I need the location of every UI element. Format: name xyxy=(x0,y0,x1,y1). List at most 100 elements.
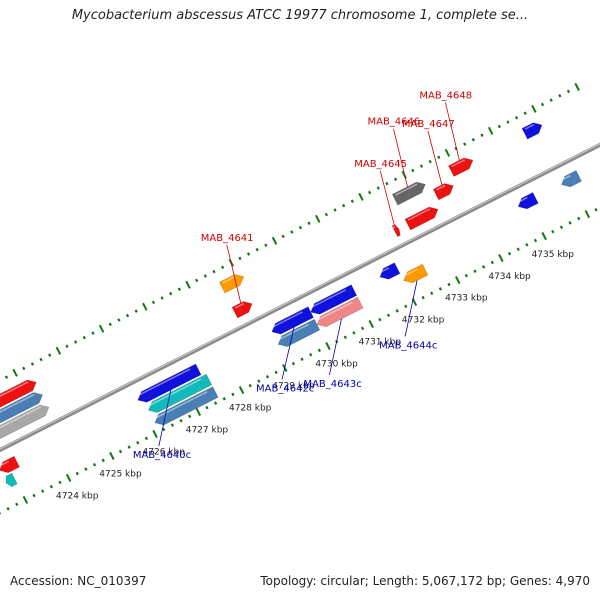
gene-label[interactable]: MAB_4641 xyxy=(201,233,254,244)
gene-label[interactable]: MAB_4647 xyxy=(402,119,455,130)
gene-arrow-highlight xyxy=(436,184,446,191)
gene-feature[interactable] xyxy=(521,122,543,140)
gene-arrow[interactable] xyxy=(561,170,582,188)
gene-mab-4643c[interactable] xyxy=(316,296,364,328)
gene-feature[interactable] xyxy=(404,206,439,231)
minor-tick xyxy=(151,300,156,305)
major-tick xyxy=(315,214,321,223)
minor-tick xyxy=(497,124,501,129)
gene-feature[interactable] xyxy=(0,455,20,474)
gene-arrow[interactable] xyxy=(218,274,245,294)
tick-label: 4728 kbp xyxy=(229,404,272,414)
minor-tick xyxy=(221,265,225,269)
gene-feature[interactable] xyxy=(0,404,50,443)
major-tick xyxy=(271,236,278,245)
gene-arrow[interactable] xyxy=(404,206,439,231)
gene-arrow[interactable] xyxy=(0,404,50,443)
gene-mab-4648[interactable] xyxy=(448,157,474,177)
minor-tick xyxy=(48,353,52,357)
gene-arrow[interactable] xyxy=(448,157,474,177)
gene-feature[interactable] xyxy=(517,192,539,210)
gene-feature[interactable] xyxy=(218,274,245,294)
gene-arrow[interactable] xyxy=(231,301,253,319)
major-tick xyxy=(65,473,72,482)
gene-arrow[interactable] xyxy=(403,263,429,284)
gene-mab-4641[interactable] xyxy=(231,301,253,319)
gene-arrow-highlight xyxy=(407,208,431,221)
minor-tick xyxy=(222,397,226,401)
major-tick xyxy=(142,302,148,311)
gene-arrow[interactable] xyxy=(391,181,426,206)
chromosome-backbone xyxy=(0,142,600,453)
gene-label[interactable]: MAB_4643c xyxy=(303,379,361,390)
gene-arrow[interactable] xyxy=(521,122,543,140)
gene-arrow-highlight xyxy=(395,183,418,196)
minor-tick xyxy=(15,502,19,507)
minor-tick xyxy=(231,392,235,397)
gene-arrow[interactable] xyxy=(0,455,20,474)
minor-tick xyxy=(298,225,303,230)
gene-feature[interactable] xyxy=(310,284,358,315)
gene-arrow[interactable] xyxy=(310,284,358,315)
gene-label[interactable]: MAB_4646 xyxy=(367,117,420,128)
map-title: Mycobacterium abscessus ATCC 19977 chrom… xyxy=(71,8,529,23)
gene-label[interactable]: MAB_4645 xyxy=(354,159,407,170)
minor-tick xyxy=(385,181,389,186)
major-tick xyxy=(325,341,331,351)
gene-label[interactable]: MAB_4648 xyxy=(419,90,472,101)
gene-mab-4647[interactable] xyxy=(432,183,454,201)
gene-arrow-highlight xyxy=(317,301,353,321)
minor-tick xyxy=(74,340,78,344)
gene-mab-4642c[interactable] xyxy=(271,306,314,335)
gene-arrow[interactable] xyxy=(517,192,539,210)
gene-feature[interactable] xyxy=(277,318,321,347)
gene-label[interactable]: MAB_4642c xyxy=(256,383,314,394)
tick-label: 4726 kbp xyxy=(143,448,186,458)
major-tick xyxy=(195,407,202,416)
gene-mab-4640c[interactable] xyxy=(137,363,202,403)
gene-arrow[interactable] xyxy=(271,306,314,335)
gene-arrow[interactable] xyxy=(379,262,401,280)
gene-feature[interactable] xyxy=(154,386,219,426)
minor-tick xyxy=(58,480,62,485)
minor-tick xyxy=(480,133,484,138)
gene-feature[interactable] xyxy=(148,373,213,413)
minor-tick xyxy=(386,313,391,317)
gene-mab-4644c[interactable] xyxy=(403,263,429,284)
gene-arrow[interactable] xyxy=(277,318,321,347)
gene-arrow[interactable] xyxy=(0,392,44,429)
gene-leader-line xyxy=(158,389,172,447)
gene-label[interactable]: MAB_4644c xyxy=(379,340,437,351)
gene-arrow[interactable] xyxy=(316,296,364,328)
gene-arrow[interactable] xyxy=(5,472,18,488)
gene-feature[interactable] xyxy=(5,472,18,488)
minor-tick xyxy=(342,203,346,208)
gene-mab-4646[interactable] xyxy=(391,181,426,206)
gene-arrow[interactable] xyxy=(432,183,454,201)
minor-tick xyxy=(516,247,520,252)
minor-tick xyxy=(188,414,192,419)
gene-feature[interactable] xyxy=(561,170,582,188)
gene-arrow[interactable] xyxy=(391,224,401,238)
gene-arrow[interactable] xyxy=(154,386,219,426)
gene-arrow[interactable] xyxy=(137,363,202,403)
minor-tick xyxy=(447,282,451,287)
major-tick xyxy=(109,451,115,460)
gene-arrow-highlight xyxy=(390,225,396,230)
gene-features[interactable] xyxy=(0,122,582,488)
gene-arrow[interactable] xyxy=(148,373,213,413)
minor-tick xyxy=(205,405,209,410)
minor-tick xyxy=(246,252,251,256)
gene-feature[interactable] xyxy=(0,392,44,429)
gene-label[interactable]: MAB_4640c xyxy=(133,450,191,461)
minor-tick xyxy=(350,199,354,204)
major-tick xyxy=(12,368,18,377)
minor-tick xyxy=(84,467,88,471)
gene-feature[interactable] xyxy=(0,379,37,414)
gene-feature[interactable] xyxy=(379,262,401,280)
minor-tick xyxy=(125,313,130,318)
gene-mab-4645[interactable] xyxy=(390,224,401,238)
gene-arrow[interactable] xyxy=(0,379,37,414)
minor-tick xyxy=(39,357,43,362)
